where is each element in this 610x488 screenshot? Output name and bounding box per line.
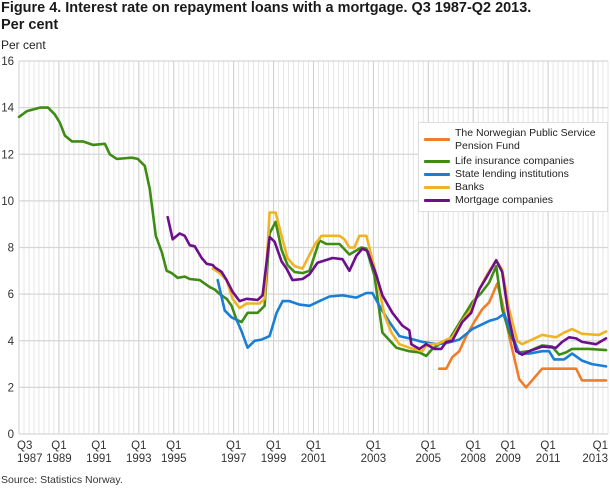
series-line xyxy=(438,282,608,389)
legend-label: The Norwegian Public Service Pension Fun… xyxy=(455,127,596,152)
chart-title-line1: Figure 4. Interest rate on repayment loa… xyxy=(1,0,532,16)
x-tick-label-year: 1987 xyxy=(17,453,43,465)
x-tick-label-year: 2003 xyxy=(361,453,387,465)
x-tick-label-quarter: Q1 xyxy=(540,440,555,452)
series-line xyxy=(211,211,608,353)
legend-swatch xyxy=(424,138,450,141)
x-tick-label-quarter: Q1 xyxy=(266,440,281,452)
y-tick-label: 0 xyxy=(8,429,14,441)
legend-swatch xyxy=(424,173,450,176)
legend-item: Mortgage companies xyxy=(424,194,553,207)
y-tick-label: 16 xyxy=(1,56,14,68)
x-tick-label-year: 1993 xyxy=(126,453,152,465)
legend: The Norwegian Public Service Pension Fun… xyxy=(418,122,608,212)
y-tick-label: 2 xyxy=(8,382,14,394)
x-axis-ticks: Q31987Q11989Q11991Q11993Q11995Q11997Q119… xyxy=(17,440,608,465)
chart-title: Figure 4. Interest rate on repayment loa… xyxy=(1,0,609,34)
x-tick-label-quarter: Q3 xyxy=(17,440,32,452)
x-tick-label-year: 1989 xyxy=(46,453,72,465)
y-tick-label: 10 xyxy=(1,196,14,208)
legend-swatch xyxy=(424,160,450,163)
x-tick-label-year: 1999 xyxy=(261,453,287,465)
y-tick-label: 8 xyxy=(8,243,14,255)
x-tick-label-year: 2011 xyxy=(536,453,561,465)
legend-swatch xyxy=(424,186,450,189)
y-axis-unit: Per cent xyxy=(1,38,46,52)
x-tick-label-quarter: Q1 xyxy=(500,440,515,452)
x-tick-label-quarter: Q1 xyxy=(226,440,241,452)
y-tick-label: 14 xyxy=(1,103,14,115)
x-tick-label-year: 2013 xyxy=(582,453,608,465)
x-tick-label-year: 1991 xyxy=(86,453,112,465)
x-tick-label-year: 1995 xyxy=(161,453,187,465)
x-tick-label-quarter: Q1 xyxy=(306,440,321,452)
x-tick-label-quarter: Q1 xyxy=(466,440,481,452)
x-tick-label-quarter: Q1 xyxy=(131,440,146,452)
y-tick-label: 4 xyxy=(8,336,15,348)
series-lines xyxy=(17,106,608,389)
y-tick-label: 6 xyxy=(8,289,14,301)
x-tick-label-quarter: Q1 xyxy=(166,440,181,452)
legend-swatch xyxy=(424,199,450,202)
legend-label: Mortgage companies xyxy=(455,194,554,206)
legend-item: State lending institutions xyxy=(424,168,569,181)
x-tick-label-year: 2008 xyxy=(460,453,486,465)
x-tick-label-quarter: Q1 xyxy=(51,440,66,452)
series-line xyxy=(216,278,608,368)
source-note: Source: Statistics Norway. xyxy=(1,474,123,486)
y-axis-ticks: 0 2 4 6 8 10 12 14 16 xyxy=(1,56,14,441)
x-tick-label-quarter: Q1 xyxy=(421,440,436,452)
legend-label: Life insurance companies xyxy=(455,155,575,167)
x-tick-label-quarter: Q1 xyxy=(593,440,608,452)
legend-item: The Norwegian Public Service Pension Fun… xyxy=(424,127,600,153)
legend-label: State lending institutions xyxy=(455,168,569,180)
x-tick-label-year: 2005 xyxy=(416,453,442,465)
x-tick-label-quarter: Q1 xyxy=(366,440,381,452)
chart-title-line2: Per cent xyxy=(1,17,59,33)
y-tick-label: 12 xyxy=(1,149,14,161)
legend-item: Banks xyxy=(424,181,484,194)
x-tick-label-year: 2001 xyxy=(301,453,327,465)
series-line xyxy=(166,215,608,356)
series-line xyxy=(17,106,608,358)
legend-label: Banks xyxy=(455,181,485,193)
legend-item: Life insurance companies xyxy=(424,155,574,168)
x-tick-label-year: 1997 xyxy=(221,453,247,465)
x-tick-label-quarter: Q1 xyxy=(91,440,106,452)
x-tick-label-year: 2009 xyxy=(495,453,521,465)
